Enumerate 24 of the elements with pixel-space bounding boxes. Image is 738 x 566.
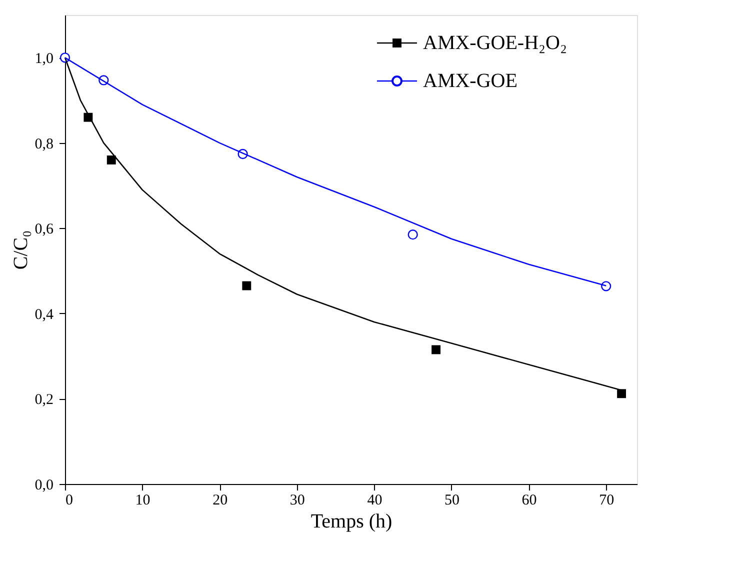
point: [242, 281, 252, 290]
point: [601, 281, 612, 292]
legend-label: AMX-GOE: [423, 70, 518, 92]
x-tick-label: 70: [599, 492, 614, 508]
x-tick-label: 10: [135, 492, 150, 508]
x-tick-label: 40: [367, 492, 382, 508]
x-tick-label: 60: [522, 492, 537, 508]
x-tick-label: 0: [66, 492, 73, 508]
y-axis-title: C/C₀: [10, 230, 32, 270]
y-tick-label: 1,0: [34, 51, 54, 68]
x-tick-label: 30: [290, 492, 305, 508]
y-tick-label: 0,6: [34, 222, 54, 238]
point: [432, 345, 440, 354]
y-tick-label: 0,0: [34, 478, 54, 494]
y-tick-label: 0,2: [34, 392, 54, 408]
y-tick-label: 0,8: [34, 136, 54, 152]
x-axis-title: Temps (h): [310, 510, 392, 532]
legend-label: AMX-GOE-H₂O₂: [423, 32, 567, 54]
x-tick-label: 20: [212, 492, 228, 508]
point: [617, 389, 626, 398]
point: [408, 230, 418, 240]
y-tick-label: 0,4: [34, 306, 54, 323]
x-tick-label: 50: [444, 492, 460, 508]
point: [106, 155, 116, 164]
